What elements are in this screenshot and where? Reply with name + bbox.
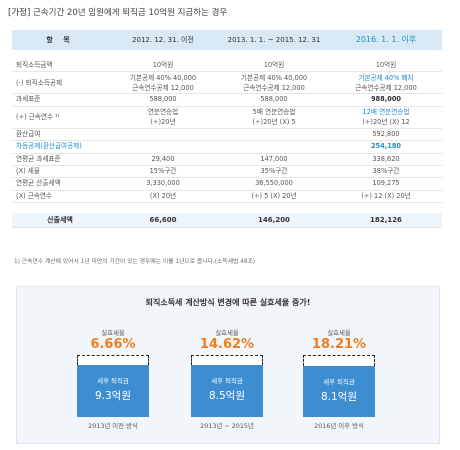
cell	[108, 128, 218, 142]
spacer	[12, 50, 442, 60]
bar-value: 9.3억원	[94, 390, 132, 402]
header-period-3: 2016. 1. 1. 이후	[330, 30, 442, 50]
table-row: (X) 근속연수 (X) 20년 (÷) 5 (X) 20년 (÷) 12 (X…	[12, 190, 442, 204]
effective-rate-label: 실효세율	[101, 329, 125, 337]
cell: 38%구간	[330, 165, 442, 179]
bar-label: 세후 퇴직금	[211, 377, 243, 385]
table-row: (÷) 근속연수 ¹⁾ 연분연승법 (÷)20년 5배 연분연승법 (÷)20년 (…	[12, 106, 442, 129]
cell: (÷) 5 (X) 20년	[218, 190, 330, 204]
cell: 기본공제 40% 40,000 근속연수공제 12,000	[218, 71, 330, 95]
after-tax-bar: 세후 퇴직금 8.1억원	[303, 366, 375, 417]
cell: 36,550,000	[218, 177, 330, 191]
cell: 588,000	[108, 93, 218, 107]
period-caption: 2013년 이전 방식	[88, 422, 138, 430]
cell: (X) 20년	[108, 190, 218, 204]
cell: 588,000	[218, 93, 330, 107]
panel-title: 퇴직소득세 계산방식 변경에 따른 실효세율 증가!	[145, 298, 311, 307]
bar-value: 8.5억원	[208, 390, 246, 402]
header-period-1: 2012. 12. 31. 이전	[108, 30, 218, 50]
row-label: 차등공제(환산급여공제)	[12, 140, 108, 154]
bar-label: 세후 퇴직금	[97, 377, 129, 385]
bar-label: 세후 퇴직금	[323, 378, 355, 386]
cell: 12배 연분연승법 (÷)20년 (X) 12	[330, 106, 442, 129]
row-label: (X) 근속연수	[12, 190, 108, 204]
total-row: 산출세액 66,600 146,200 182,126	[12, 212, 442, 228]
tax-portion-box	[77, 355, 149, 365]
table-row: (X) 세율 15%구간 35%구간 38%구간	[12, 165, 442, 179]
cell: 109,275	[330, 177, 442, 191]
cell: 3,330,000	[108, 177, 218, 191]
cell	[218, 140, 330, 154]
cell: 988,000	[330, 93, 442, 107]
effective-rate-label: 실효세율	[327, 329, 351, 337]
footnote: 1) 근속연수 계산에 있어서 1년 미만의 기간이 있는 경우에는 이를 1년…	[14, 259, 256, 265]
row-label: 연평균 과세표준	[12, 153, 108, 167]
cell: 147,000	[218, 153, 330, 167]
table-row: 연평균 산출세액 3,330,000 36,550,000 109,275	[12, 177, 442, 191]
cell: 338,620	[330, 153, 442, 167]
table-row: (-) 퇴직소득공제 기본공제 40% 40,000 근속연수공제 12,000 …	[12, 71, 442, 95]
row-label: 연평균 산출세액	[12, 177, 108, 191]
after-tax-bar: 세후 퇴직금 9.3억원	[77, 365, 149, 417]
cell: 254,180	[330, 140, 442, 154]
cell	[108, 140, 218, 154]
title-text: 근속기간 20년 임원에게 퇴직금 10억원 지급하는 경우	[32, 8, 228, 18]
cell	[218, 128, 330, 142]
effective-rate-value: 14.62%	[199, 337, 255, 352]
effective-rate-label: 실효세율	[215, 329, 239, 337]
header-period-2: 2013. 1. 1. ~ 2015. 12. 31	[218, 30, 330, 50]
table-row: 퇴직소득금액 10억원 10억원 10억원	[12, 60, 442, 73]
cell: 10억원	[218, 60, 330, 73]
cell: 35%구간	[218, 165, 330, 179]
cell: 15%구간	[108, 165, 218, 179]
page-title: [가정] 근속기간 20년 임원에게 퇴직금 10억원 지급하는 경우	[8, 6, 227, 18]
bar-value: 8.1억원	[320, 391, 358, 403]
row-label: 퇴직소득금액	[12, 60, 108, 73]
cell: 10억원	[330, 60, 442, 73]
header-item: 항 목	[12, 30, 108, 50]
effective-rate-value: 18.21%	[311, 337, 367, 352]
cell: 5배 연분연승법 (÷)20년 (X) 5	[218, 106, 330, 129]
cell: 10억원	[108, 60, 218, 73]
cell: 기본공제 40% 폐지 근속연수공제 12,000	[330, 71, 442, 95]
total-cell: 182,126	[330, 212, 442, 228]
row-label: 환산급여	[12, 128, 108, 142]
table-row: 과세표준 588,000 588,000 988,000	[12, 93, 442, 107]
tax-portion-box	[303, 355, 375, 366]
period-caption: 2016년 이후 방식	[314, 422, 364, 430]
effective-rate-value: 6.66%	[90, 337, 136, 352]
row-label: (-) 퇴직소득공제	[12, 71, 108, 95]
total-cell: 66,600	[108, 212, 218, 228]
table-row: 연평균 과세표준 29,400 147,000 338,620	[12, 153, 442, 167]
row-label: (÷) 근속연수 ¹⁾	[12, 106, 108, 129]
cell: (÷) 12 (X) 20년	[330, 190, 442, 204]
title-tag: [가정]	[8, 8, 31, 18]
effective-tax-panel: 퇴직소득세 계산방식 변경에 따른 실효세율 증가! 실효세율 6.66% 세후…	[16, 286, 440, 444]
total-cell: 146,200	[218, 212, 330, 228]
cell: 기본공제 40% 40,000 근속연수공제 12,000	[108, 71, 218, 95]
cell: 29,400	[108, 153, 218, 167]
cell: 연분연승법 (÷)20년	[108, 106, 218, 129]
row-label: 과세표준	[12, 93, 108, 107]
total-label: 산출세액	[12, 212, 108, 228]
after-tax-bar: 세후 퇴직금 8.5억원	[191, 365, 263, 417]
row-label: (X) 세율	[12, 165, 108, 179]
cell: 592,800	[330, 128, 442, 142]
tax-comparison-table: 항 목 2012. 12. 31. 이전 2013. 1. 1. ~ 2015.…	[12, 30, 442, 228]
period-caption: 2013년 ~ 2015년	[200, 422, 254, 430]
table-row: 차등공제(환산급여공제) 254,180	[12, 140, 442, 154]
table-row: 환산급여 592,800	[12, 128, 442, 142]
spacer	[12, 203, 442, 213]
tax-portion-box	[191, 355, 263, 365]
table-header-row: 항 목 2012. 12. 31. 이전 2013. 1. 1. ~ 2015.…	[12, 30, 442, 50]
